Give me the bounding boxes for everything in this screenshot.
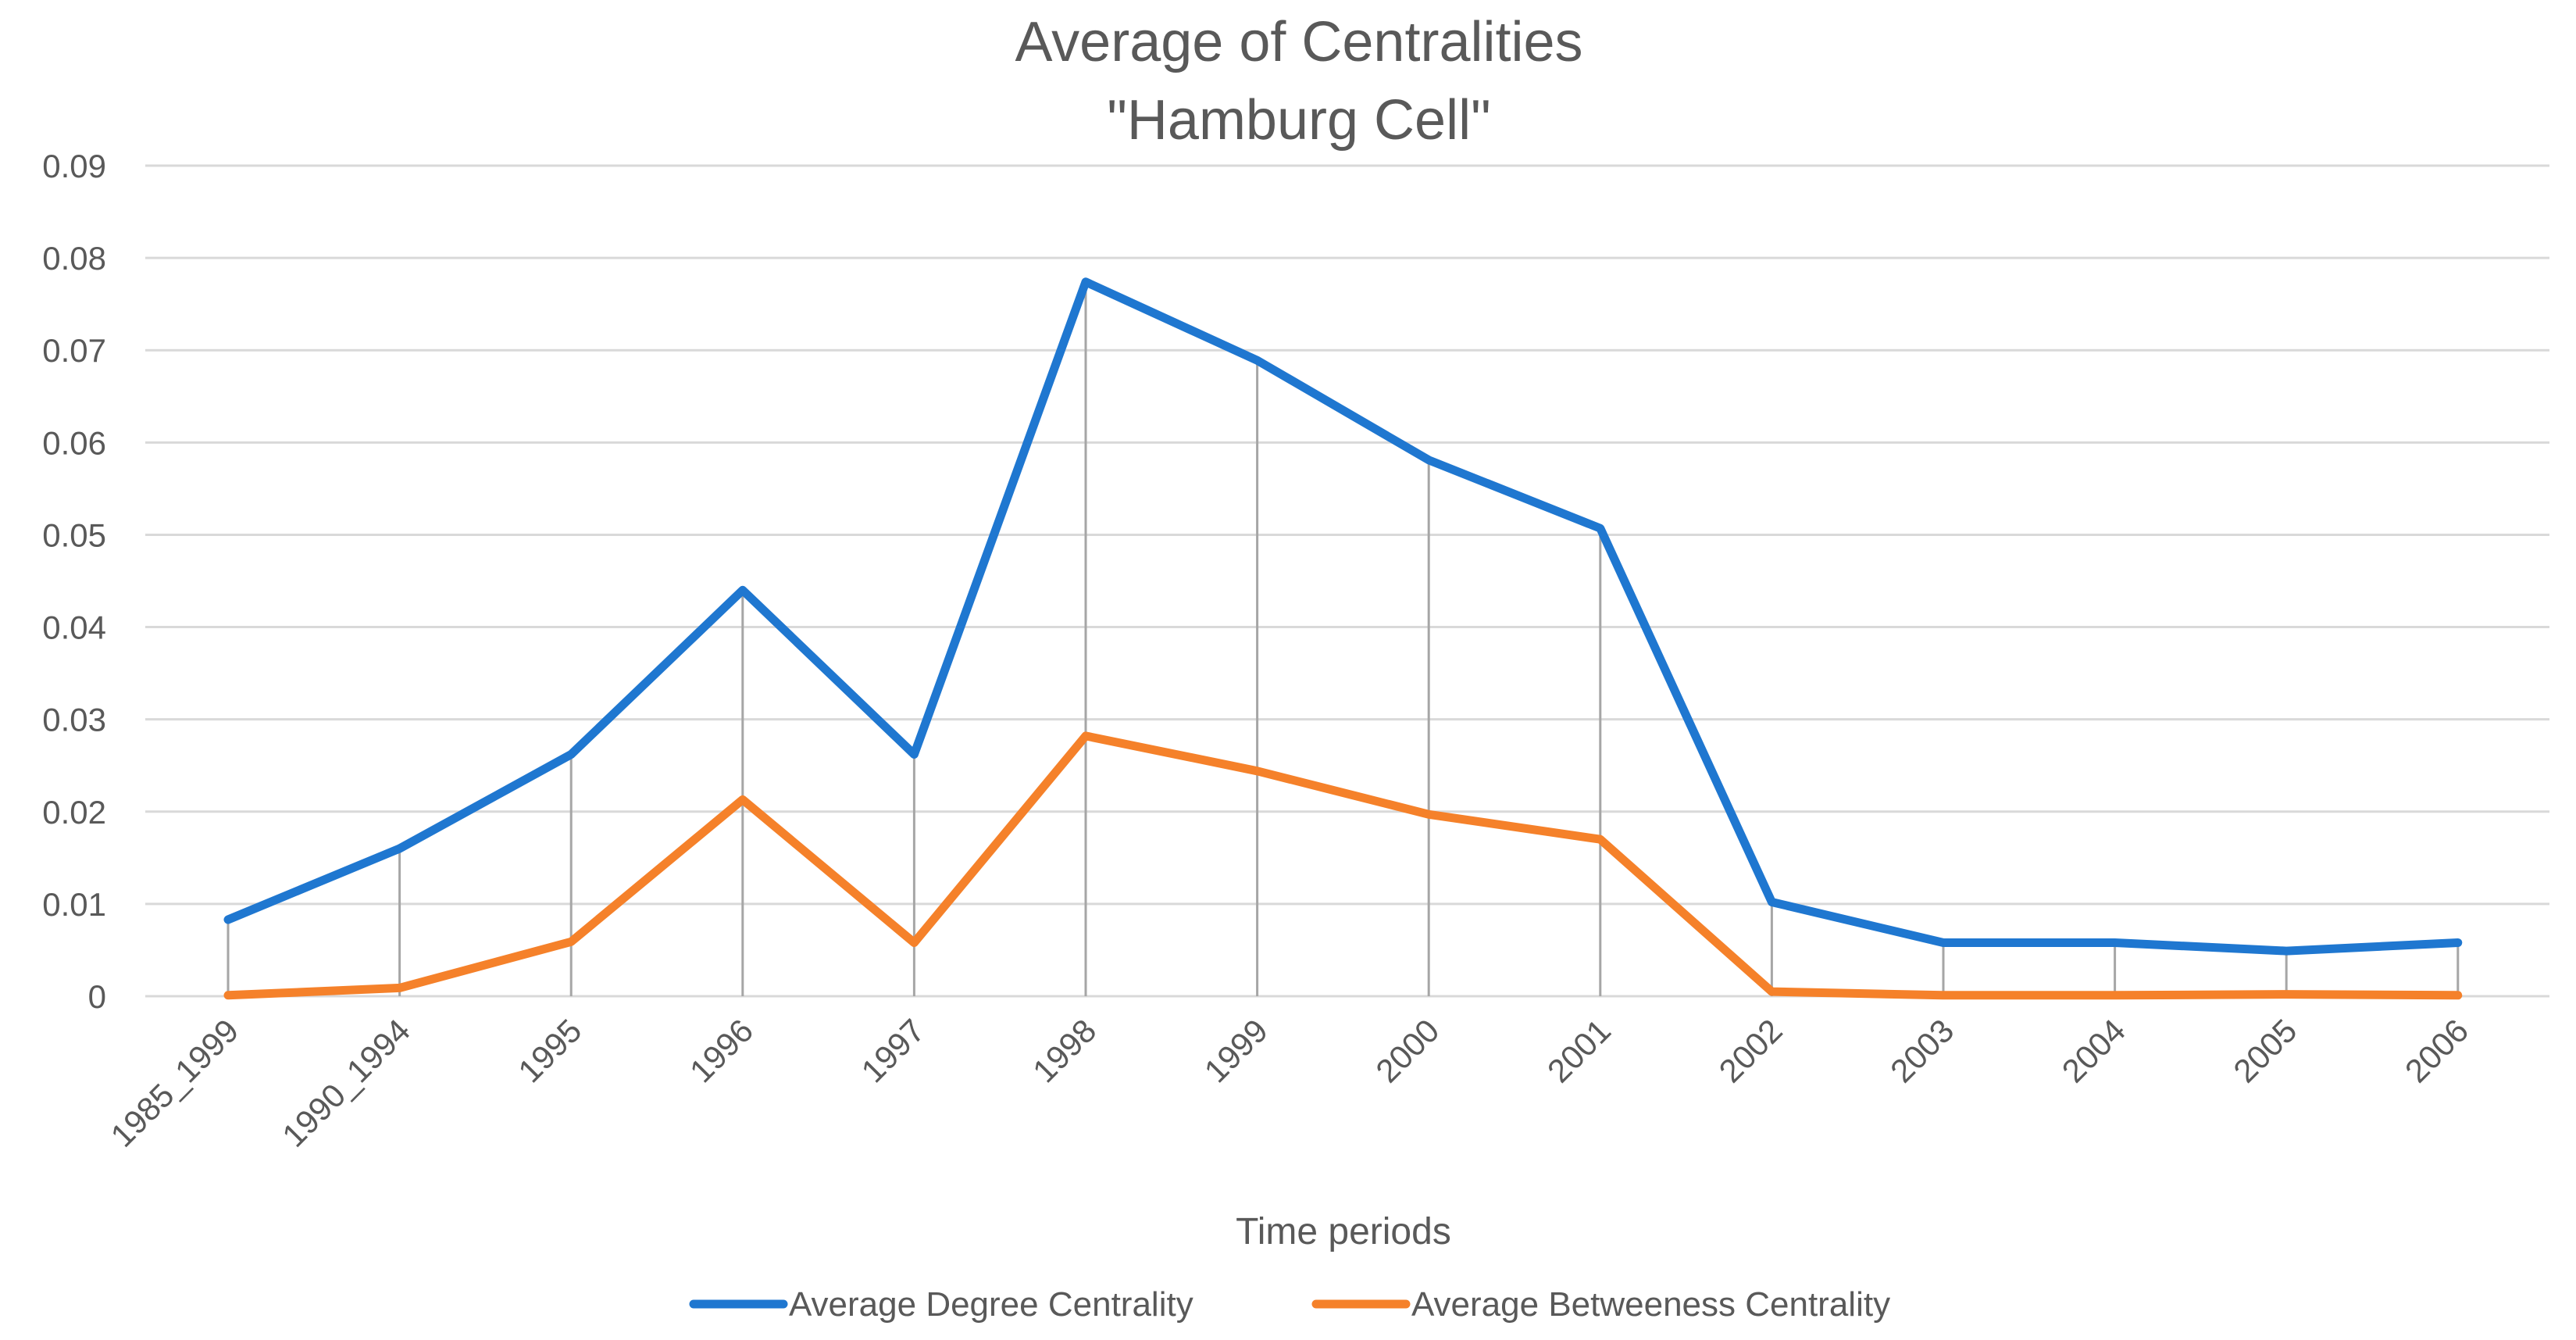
- y-tick-label: 0.09: [42, 148, 106, 184]
- x-tick-label: 1985_1999: [103, 1012, 245, 1154]
- x-tick-label: 2001: [1540, 1012, 1618, 1089]
- x-tick-label: 2006: [2398, 1012, 2475, 1089]
- chart-subtitle: "Hamburg Cell": [1107, 89, 1490, 152]
- y-tick-label: 0.01: [42, 886, 106, 923]
- legend: Average Degree Centrality Average Betwee…: [689, 1285, 1890, 1324]
- y-tick-label: 0.04: [42, 609, 106, 646]
- x-axis-ticks: 1985_1999 1990_1994 1995 1996 1997 1998 1999 20…: [103, 1012, 2475, 1154]
- x-tick-label: 1990_1994: [275, 1012, 417, 1154]
- x-tick-label: 1997: [854, 1012, 931, 1089]
- series-line-betweenness: [223, 731, 2463, 1000]
- x-tick-label: 2002: [1711, 1012, 1789, 1089]
- y-tick-label: 0.05: [42, 516, 106, 553]
- series-line-degree: [223, 277, 2463, 956]
- legend-label-degree: Average Degree Centrality: [789, 1285, 1193, 1324]
- x-tick-label: 1998: [1026, 1012, 1103, 1089]
- x-tick-label: 2004: [2055, 1012, 2132, 1089]
- legend-label-betweenness: Average Betweeness Centrality: [1411, 1285, 1890, 1324]
- y-tick-label: 0.07: [42, 332, 106, 369]
- x-tick-label: 1995: [511, 1012, 588, 1089]
- y-tick-label: 0.06: [42, 424, 106, 461]
- y-axis-ticks: 0 0.01 0.02 0.03 0.04 0.05 0.06 0.07 0.08 0.09: [42, 148, 106, 1015]
- y-tick-label: 0: [88, 978, 106, 1015]
- x-axis-title: Time periods: [1236, 1211, 1451, 1252]
- drop-lines: [227, 281, 2460, 996]
- y-tick-label: 0.02: [42, 794, 106, 831]
- x-tick-label: 1996: [683, 1012, 760, 1089]
- x-tick-label: 1999: [1197, 1012, 1275, 1089]
- x-tick-label: 2005: [2226, 1012, 2303, 1089]
- y-tick-label: 0.08: [42, 240, 106, 277]
- series-lines: [223, 277, 2463, 1000]
- x-tick-label: 2003: [1883, 1012, 1961, 1089]
- gridlines: [145, 164, 2549, 998]
- y-tick-label: 0.03: [42, 702, 106, 738]
- x-tick-label: 2000: [1368, 1012, 1446, 1089]
- chart-title: Average of Centralities: [1015, 11, 1582, 73]
